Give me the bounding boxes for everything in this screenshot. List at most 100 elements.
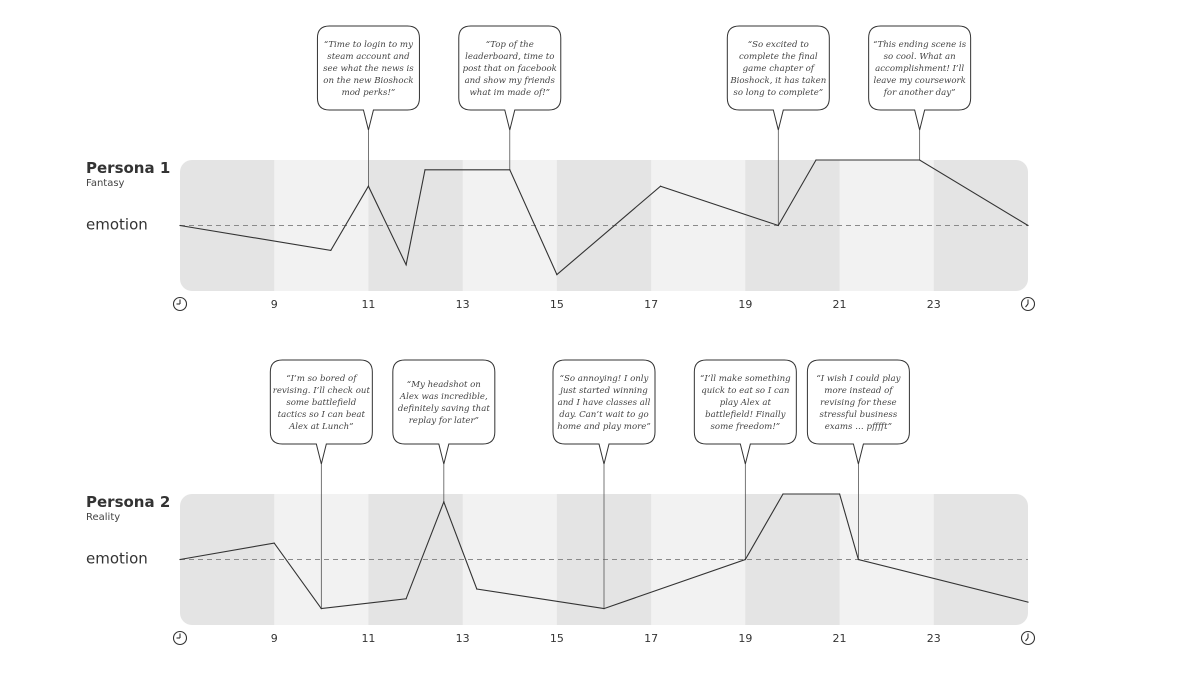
persona-title: Persona 2 — [86, 493, 170, 511]
x-tick-label: 15 — [550, 298, 564, 311]
quote-line: “Top of the — [486, 39, 534, 50]
quote-line: “I’ll make something — [700, 373, 791, 384]
speech-bubble — [269, 359, 373, 465]
x-tick-label: 11 — [361, 632, 375, 645]
quote-line: leave my coursework — [873, 76, 965, 86]
x-tick-label: 19 — [738, 632, 752, 645]
quote-line: “I’m so bored of — [286, 373, 358, 384]
quote-line: leaderboard, time to — [465, 52, 554, 62]
speech-bubble — [458, 25, 562, 131]
quote-line: mod perks!” — [342, 88, 396, 98]
quote-line: and I have classes all — [558, 398, 651, 408]
emotion-series-line — [179, 159, 1029, 276]
quote-line: home and play more” — [557, 422, 650, 432]
quote-line: Bioshock, it has taken — [729, 76, 826, 86]
x-tick-label: 9 — [271, 298, 278, 311]
end-clock-icon — [1020, 296, 1036, 312]
quote-line: battlefield! Finally — [705, 410, 785, 420]
x-tick-label: 23 — [927, 298, 941, 311]
x-tick-label: 21 — [833, 298, 847, 311]
quote-callout: “So excited to complete the final game cha… — [726, 25, 830, 226]
emotion-point — [405, 264, 407, 266]
x-tick-label: 17 — [644, 632, 658, 645]
quote-line: “So annoying! I only — [560, 373, 649, 384]
emotion-point — [179, 224, 181, 227]
start-clock-icon — [172, 296, 188, 312]
end-clock-icon — [1020, 630, 1036, 646]
persona-subtitle: Reality — [86, 512, 120, 523]
emotion-point — [476, 588, 478, 590]
quote-line: “My headshot on — [407, 379, 481, 390]
x-tick-label: 13 — [456, 298, 470, 311]
quote-line: play Alex at — [720, 398, 772, 408]
quote-line: revising. I’ll check out — [273, 386, 371, 396]
speech-bubble — [392, 359, 496, 465]
quote-line: “I wish I could play — [816, 373, 900, 384]
emotion-point — [424, 169, 426, 171]
persona-title: Persona 1 — [86, 159, 170, 177]
quote-line: for another day” — [883, 88, 956, 98]
x-tick-label: 23 — [927, 632, 941, 645]
x-tick-label: 19 — [738, 298, 752, 311]
x-tick-label: 17 — [644, 298, 658, 311]
quote-callout: “Top of the leaderboard, time to post that… — [458, 25, 562, 170]
quote-line: accomplishment! I’ll — [875, 64, 964, 74]
emotion-point — [1027, 601, 1029, 603]
emotion-point — [857, 558, 860, 561]
quote-line: quick to eat so I can — [701, 386, 789, 396]
quote-line: “This ending scene is — [873, 39, 967, 50]
quote-line: more instead of — [824, 386, 894, 396]
quote-callout: “Time to login to my steam account and see… — [316, 25, 420, 187]
quote-line: exams … pfffft” — [825, 422, 892, 432]
quote-callout: “This ending scene is so cool. What an acc… — [868, 25, 972, 160]
quote-line: day. Can’t wait to go — [559, 410, 648, 420]
emotion-point — [659, 185, 662, 187]
emotion-point — [509, 169, 511, 171]
quote-line: “So excited to — [748, 39, 809, 50]
emotion-point — [815, 159, 817, 161]
emotion-point — [273, 542, 275, 544]
quote-line: on the new Bioshock — [323, 76, 413, 86]
emotion-point — [744, 558, 746, 561]
emotion-point — [556, 274, 558, 276]
emotion-point — [367, 185, 370, 187]
x-tick-label: 11 — [361, 298, 375, 311]
speech-bubble — [552, 359, 656, 465]
emotion-point — [838, 493, 841, 495]
emotion-point — [603, 608, 605, 610]
quote-callout: “I’m so bored of revising. I’ll check out… — [269, 359, 373, 609]
quote-callout: “I wish I could play more instead of revis… — [806, 359, 910, 560]
emotion-point — [1027, 224, 1029, 227]
emotion-series-line — [179, 493, 1029, 610]
quote-line: stressful business — [820, 410, 898, 420]
quote-callout: “So annoying! I only just started winning… — [552, 359, 656, 609]
speech-bubble — [693, 359, 797, 465]
quote-line: “Time to login to my — [324, 39, 413, 50]
quote-line: some freedom!” — [710, 422, 780, 432]
speech-bubble — [806, 359, 910, 465]
quote-line: see what the news is — [323, 64, 414, 74]
start-clock-icon — [172, 630, 188, 646]
emotion-point — [179, 558, 181, 561]
speech-bubble — [316, 25, 420, 131]
x-tick-label: 21 — [833, 632, 847, 645]
emotion-point — [782, 493, 784, 495]
emotion-point — [919, 159, 921, 161]
quote-line: tactics so I can beat — [278, 410, 366, 420]
emotion-point — [320, 608, 322, 610]
quote-line: Alex was incredible, — [399, 392, 488, 402]
quote-line: revising for these — [820, 398, 897, 408]
quote-line: so long to complete” — [733, 88, 823, 98]
quote-callout: “I’ll make something quick to eat so I ca… — [693, 359, 797, 560]
quote-line: what im made of!” — [469, 88, 550, 98]
quote-line: replay for later” — [409, 416, 479, 426]
quote-callout: “My headshot on Alex was incredible, defin… — [392, 359, 496, 502]
emotion-point — [777, 224, 779, 227]
y-axis-label: emotion — [86, 216, 148, 234]
speech-bubble — [868, 25, 972, 131]
quote-line: definitely saving that — [398, 404, 490, 414]
x-tick-label: 9 — [271, 632, 278, 645]
